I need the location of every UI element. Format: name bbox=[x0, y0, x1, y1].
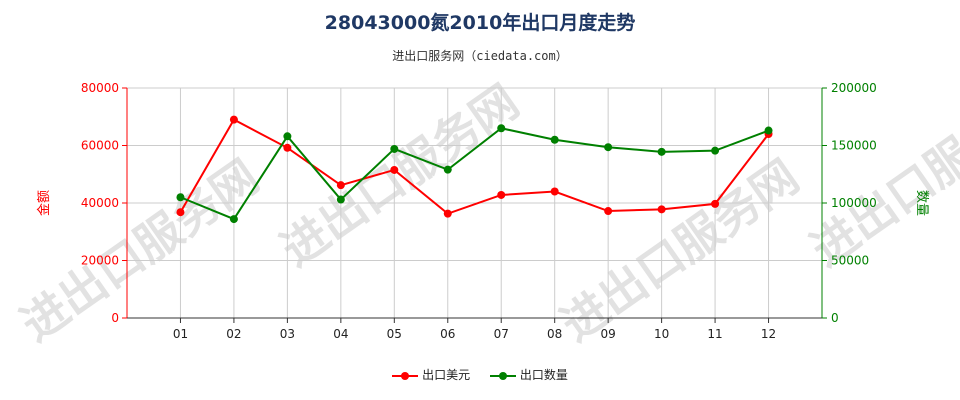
data-point-export-usd bbox=[443, 209, 452, 218]
legend-swatch-export-usd bbox=[392, 371, 419, 381]
x-tick-label: 10 bbox=[654, 327, 669, 341]
data-point-export-qty bbox=[229, 215, 238, 224]
x-tick-label: 02 bbox=[226, 327, 241, 341]
x-tick-label: 05 bbox=[387, 327, 402, 341]
data-point-export-usd bbox=[390, 165, 399, 174]
y-left-tick-label: 60000 bbox=[81, 139, 119, 153]
data-point-export-usd bbox=[176, 208, 185, 217]
data-point-export-usd bbox=[711, 199, 720, 208]
legend-item-export-qty[interactable]: 出口数量 bbox=[489, 366, 568, 383]
data-point-export-qty bbox=[336, 195, 345, 204]
y-left-axis-label: 金额 bbox=[36, 190, 52, 216]
data-point-export-qty bbox=[283, 132, 292, 141]
y-right-tick-label: 50000 bbox=[831, 254, 869, 268]
data-point-export-qty bbox=[176, 193, 185, 202]
legend-swatch-export-qty bbox=[489, 371, 516, 381]
data-point-export-qty bbox=[390, 144, 399, 153]
y-left-tick-label: 20000 bbox=[81, 254, 119, 268]
legend-item-export-usd[interactable]: 出口美元 bbox=[392, 366, 470, 383]
x-tick-label: 12 bbox=[761, 327, 776, 341]
data-point-export-qty bbox=[657, 147, 666, 156]
data-point-export-usd bbox=[229, 115, 238, 124]
legend-label-export-qty: 出口数量 bbox=[519, 368, 568, 382]
data-point-export-usd bbox=[336, 181, 345, 190]
data-point-export-qty bbox=[711, 146, 720, 155]
y-left-tick-label: 40000 bbox=[81, 196, 119, 210]
y-right-tick-label: 150000 bbox=[831, 139, 877, 153]
x-tick-label: 07 bbox=[494, 327, 509, 341]
data-point-export-usd bbox=[604, 207, 613, 216]
chart-subtitle: 进出口服务网（ciedata.com） bbox=[392, 49, 568, 63]
data-point-export-qty bbox=[550, 135, 559, 144]
data-point-export-usd bbox=[657, 205, 666, 214]
legend: 出口美元 出口数量 bbox=[0, 366, 960, 383]
x-tick-label: 09 bbox=[601, 327, 616, 341]
x-tick-label: 03 bbox=[280, 327, 295, 341]
y-left-tick-label: 80000 bbox=[81, 81, 119, 95]
y-right-tick-label: 100000 bbox=[831, 196, 877, 210]
x-tick-label: 08 bbox=[547, 327, 562, 341]
data-point-export-usd bbox=[283, 143, 292, 152]
y-right-axis-label: 数量 bbox=[914, 190, 929, 216]
x-tick-label: 11 bbox=[707, 327, 722, 341]
data-point-export-qty bbox=[764, 126, 773, 135]
y-right-tick-label: 0 bbox=[831, 311, 839, 325]
legend-label-export-usd: 出口美元 bbox=[422, 368, 471, 382]
series-line-export-qty bbox=[180, 127, 769, 221]
y-left-tick-label: 0 bbox=[111, 311, 119, 325]
chart-title: 28043000氮2010年出口月度走势 bbox=[324, 12, 636, 34]
data-point-export-qty bbox=[497, 124, 506, 133]
x-tick-label: 01 bbox=[173, 327, 188, 341]
data-point-export-qty bbox=[443, 165, 452, 174]
series-line-export-usd bbox=[179, 118, 770, 215]
y-right-tick-label: 200000 bbox=[831, 81, 877, 95]
x-tick-label: 04 bbox=[333, 327, 348, 341]
data-point-export-qty bbox=[604, 143, 613, 152]
data-point-export-usd bbox=[497, 190, 506, 199]
x-tick-label: 06 bbox=[440, 327, 455, 341]
data-point-export-usd bbox=[550, 187, 559, 196]
